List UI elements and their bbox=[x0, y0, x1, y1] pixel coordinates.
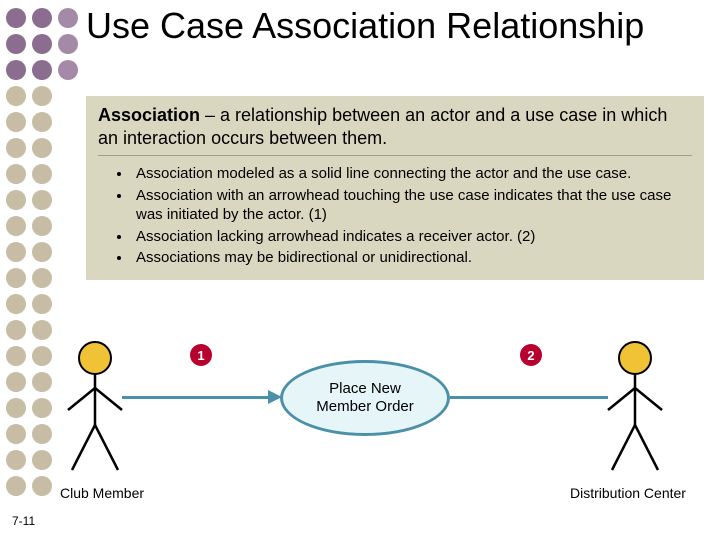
badge-1: 1 bbox=[190, 344, 212, 366]
slide-title: Use Case Association Relationship bbox=[86, 6, 686, 46]
use-case-ellipse: Place NewMember Order bbox=[280, 360, 450, 436]
content-box: Association – a relationship between an … bbox=[86, 96, 704, 280]
actor-left: Club Member bbox=[60, 340, 130, 501]
bullet-item: Association lacking arrowhead indicates … bbox=[132, 227, 692, 247]
bullet-list: Association modeled as a solid line conn… bbox=[98, 164, 692, 268]
stick-figure-icon bbox=[60, 340, 130, 480]
association-line-2 bbox=[450, 396, 608, 399]
association-line-1 bbox=[122, 396, 270, 399]
use-case-label: Place NewMember Order bbox=[316, 380, 414, 416]
definition-paragraph: Association – a relationship between an … bbox=[98, 104, 692, 156]
badge-2: 2 bbox=[520, 344, 542, 366]
bullet-item: Associations may be bidirectional or uni… bbox=[132, 248, 692, 268]
arrowhead-icon bbox=[268, 390, 282, 404]
actor-right-label: Distribution Center bbox=[570, 485, 670, 501]
bullet-item: Association with an arrowhead touching t… bbox=[132, 186, 692, 225]
bullet-item: Association modeled as a solid line conn… bbox=[132, 164, 692, 184]
actor-right: Distribution Center bbox=[600, 340, 670, 501]
actor-left-label: Club Member bbox=[60, 485, 130, 501]
stick-figure-icon bbox=[600, 340, 670, 480]
definition-term: Association bbox=[98, 105, 200, 125]
page-number: 7-11 bbox=[12, 514, 35, 528]
use-case-diagram: Club Member Distribution Center Place Ne… bbox=[60, 340, 700, 520]
